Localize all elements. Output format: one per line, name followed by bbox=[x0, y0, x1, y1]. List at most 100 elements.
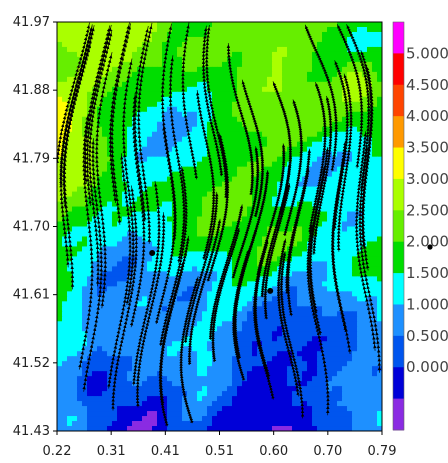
heatmap-cell bbox=[347, 316, 353, 322]
heatmap-cell bbox=[97, 391, 103, 397]
heatmap-cell bbox=[352, 176, 358, 183]
heatmap-cell bbox=[212, 321, 218, 327]
heatmap-cell bbox=[82, 151, 88, 158]
heatmap-cell bbox=[67, 331, 73, 337]
heatmap-cell bbox=[187, 276, 193, 282]
heatmap-cell bbox=[182, 361, 188, 367]
heatmap-cell bbox=[232, 151, 238, 158]
heatmap-cell bbox=[67, 356, 73, 362]
heatmap-cell bbox=[137, 286, 143, 292]
heatmap-cell bbox=[177, 336, 183, 342]
heatmap-cell bbox=[352, 276, 358, 282]
heatmap-cell bbox=[152, 151, 158, 158]
heatmap-cell bbox=[137, 101, 143, 108]
heatmap-cell bbox=[312, 156, 318, 163]
heatmap-cell bbox=[277, 31, 283, 38]
heatmap-cell bbox=[367, 41, 373, 48]
heatmap-cell bbox=[347, 106, 353, 113]
heatmap-cell bbox=[237, 171, 243, 178]
heatmap-cell bbox=[232, 326, 238, 332]
heatmap-cell bbox=[212, 91, 218, 98]
heatmap-cell bbox=[372, 376, 378, 382]
heatmap-cell bbox=[242, 276, 248, 282]
heatmap-cell bbox=[107, 101, 113, 108]
heatmap-cell bbox=[207, 136, 213, 143]
heatmap-cell bbox=[132, 171, 138, 178]
heatmap-cell bbox=[337, 281, 343, 287]
heatmap-cell bbox=[82, 166, 88, 173]
heatmap-cell bbox=[177, 236, 183, 243]
heatmap-cell bbox=[122, 26, 128, 33]
heatmap-cell bbox=[217, 286, 223, 292]
heatmap-cell bbox=[162, 121, 168, 128]
heatmap-cell bbox=[97, 361, 103, 367]
heatmap-cell bbox=[262, 396, 268, 402]
heatmap-cell bbox=[72, 156, 78, 163]
heatmap-cell bbox=[327, 356, 333, 362]
heatmap-cell bbox=[272, 301, 278, 307]
heatmap-cell bbox=[72, 226, 78, 233]
heatmap-cell bbox=[202, 146, 208, 153]
heatmap-cell bbox=[247, 41, 253, 48]
heatmap-cell bbox=[282, 396, 288, 402]
heatmap-cell bbox=[217, 191, 223, 198]
heatmap-cell bbox=[152, 76, 158, 83]
heatmap-cell bbox=[282, 296, 288, 302]
heatmap-cell bbox=[327, 246, 333, 253]
heatmap-cell bbox=[262, 96, 268, 103]
heatmap-cell bbox=[127, 346, 133, 352]
heatmap-cell bbox=[187, 116, 193, 123]
heatmap-cell bbox=[307, 86, 313, 93]
heatmap-cell bbox=[112, 141, 118, 148]
heatmap-cell bbox=[297, 231, 303, 238]
heatmap-cell bbox=[282, 146, 288, 153]
heatmap-cell bbox=[277, 22, 283, 28]
heatmap-cell bbox=[162, 251, 168, 258]
heatmap-cell bbox=[57, 351, 63, 357]
heatmap-cell bbox=[72, 301, 78, 307]
heatmap-cell bbox=[247, 176, 253, 183]
heatmap-cell bbox=[237, 381, 243, 387]
heatmap-cell bbox=[262, 46, 268, 53]
heatmap-cell bbox=[57, 186, 63, 193]
heatmap-cell bbox=[257, 326, 263, 332]
heatmap-cell bbox=[67, 326, 73, 332]
heatmap-cell bbox=[282, 36, 288, 43]
heatmap-cell bbox=[347, 181, 353, 188]
heatmap-cell bbox=[287, 291, 293, 297]
heatmap-cell bbox=[127, 361, 133, 367]
heatmap-cell bbox=[77, 131, 83, 138]
heatmap-cell bbox=[77, 266, 83, 272]
heatmap-cell bbox=[252, 401, 258, 407]
heatmap-cell bbox=[222, 256, 228, 263]
heatmap-cell bbox=[77, 171, 83, 178]
heatmap-cell bbox=[217, 176, 223, 183]
heatmap-cell bbox=[127, 371, 133, 377]
heatmap-cell bbox=[72, 231, 78, 238]
heatmap-cell bbox=[92, 366, 98, 372]
heatmap-cell bbox=[152, 236, 158, 243]
heatmap-cell bbox=[322, 211, 328, 218]
heatmap-cell bbox=[342, 356, 348, 362]
heatmap-cell bbox=[302, 326, 308, 332]
heatmap-cell bbox=[262, 101, 268, 108]
heatmap-cell bbox=[362, 336, 368, 342]
heatmap-cell bbox=[62, 31, 68, 38]
heatmap-cell bbox=[67, 81, 73, 88]
heatmap-cell bbox=[72, 211, 78, 218]
heatmap-cell bbox=[197, 341, 203, 347]
heatmap-cell bbox=[372, 391, 378, 397]
heatmap-cell bbox=[262, 111, 268, 118]
heatmap-cell bbox=[137, 216, 143, 223]
heatmap-cell bbox=[122, 191, 128, 198]
heatmap-cell bbox=[157, 376, 163, 382]
heatmap-cell bbox=[102, 211, 108, 218]
heatmap-cell bbox=[82, 111, 88, 118]
heatmap-cell bbox=[377, 131, 382, 138]
heatmap-cell bbox=[117, 296, 123, 302]
heatmap-cell bbox=[307, 196, 313, 203]
heatmap-cell bbox=[92, 106, 98, 113]
heatmap-cell bbox=[177, 171, 183, 178]
heatmap-cell bbox=[322, 281, 328, 287]
heatmap-cell bbox=[62, 46, 68, 53]
